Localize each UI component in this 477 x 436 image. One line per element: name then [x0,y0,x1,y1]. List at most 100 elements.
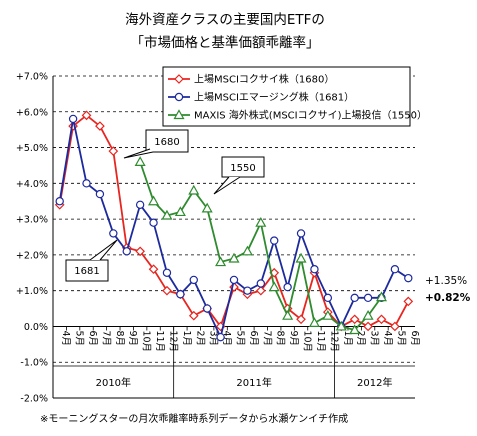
x-tick-label: 10月 [302,330,313,352]
data-point [161,209,173,220]
data-point [403,296,414,307]
y-axis: +7.0% +6.0% +5.0% +4.0% +3.0% +2.0% +1.0% 0.0% -… [16,72,415,405]
data-point [362,309,374,320]
data-point [174,74,184,84]
data-point [95,189,105,199]
data-point [349,314,360,325]
callout-1681-label: 1681 [74,266,99,277]
x-tick-label: 5月 [74,330,85,346]
data-point [68,121,78,131]
callout-1681-pointer [89,239,118,261]
data-point [308,317,320,327]
data-point [349,324,361,335]
x-tick-label: 8月 [114,330,125,346]
data-point [108,146,119,156]
chart-title-line1: 海外資産クラスの主要国内ETFの [125,12,325,28]
x-tick-label: 5月 [395,330,406,346]
data-point [390,321,400,332]
legend: 上場MSCIコクサイ株（1680） 上場MSCIエマージング株（1681） MAXI… [162,66,427,127]
x-tick-label: 6月 [409,330,420,346]
end-label-1681: +1.35% [425,275,467,287]
data-point [310,265,319,274]
y-tick-label: +1.0% [16,286,48,297]
y-tick-label: +6.0% [16,107,48,118]
data-point [270,236,279,245]
data-point [255,216,267,227]
data-point [55,197,64,206]
data-point [68,114,78,124]
data-point [95,121,105,131]
data-point [148,264,159,275]
data-point [255,285,266,296]
data-point [109,229,118,238]
year-label: 2010年 [96,376,131,389]
data-point [176,290,185,299]
x-tick-label: 12月 [167,330,178,352]
data-point [134,156,146,166]
data-point [135,200,145,209]
data-point [243,286,252,295]
callout-1550-label: 1550 [230,163,255,174]
y-tick-label: +3.0% [16,215,48,226]
data-point [282,309,294,320]
x-tick-label: 10月 [141,330,152,352]
data-point [350,293,359,303]
data-point [201,202,213,213]
data-point [363,321,373,332]
x-tick-label: 12月 [328,330,339,352]
chart-title-line2: 「市場価格と基準価額乖離率」 [131,34,320,51]
data-point [376,314,387,325]
x-tick-label: 7月 [100,330,111,346]
data-point [363,293,373,303]
data-point [216,332,225,342]
y-tick-label: +2.0% [16,250,48,261]
series-2 [134,156,388,335]
data-point [135,246,145,257]
data-point [149,218,158,227]
data-point [295,252,307,263]
x-axis: 4月 5月 6月 7月 8月 9月 10月 11月 12月 1月 2月 3月 4月 5月 6月 7月 8月 9月 1… [52,326,420,398]
data-point [241,245,253,256]
x-tick-label: 3月 [369,330,380,346]
data-point [404,273,413,283]
data-point [322,309,334,320]
x-tick-label: 3月 [208,330,219,346]
legend-label: 上場MSCIコクサイ株（1680） [194,73,334,86]
series-1 [55,114,413,342]
data-point [323,293,333,303]
end-label-1550: +0.82% [425,292,471,304]
x-tick-label: 8月 [275,330,286,346]
callout-1550-pointer [213,176,241,195]
data-point [296,314,306,325]
data-point [188,184,200,195]
data-point [256,279,266,288]
y-tick-label: -1.0% [20,358,48,369]
data-point [122,247,131,256]
data-point [375,291,388,302]
callout-1680-box [145,129,189,153]
legend-label: 上場MSCIエマージング株（1681） [194,91,354,104]
data-point [189,275,198,285]
annotation-1680: 1680 [123,129,189,159]
x-tick-label: 6月 [87,330,98,346]
x-tick-label: 7月 [261,330,272,346]
x-tick-label: 11月 [315,330,326,352]
annotation-1681: 1681 [65,239,118,282]
legend-items: 上場MSCIコクサイ株（1680） 上場MSCIエマージング株（1681） MAXI… [168,73,427,122]
year-label: 2011年 [236,376,271,389]
data-point [162,285,172,296]
series-layer [54,110,414,342]
x-tick-label: 4月 [382,330,393,346]
callout-1680-pointer [123,148,154,159]
data-point [228,252,240,263]
x-tick-label: 9月 [288,330,299,346]
data-point [215,256,227,267]
y-tick-label: -2.0% [20,394,48,405]
callout-1680-label: 1680 [154,137,179,148]
year-label: 2012年 [357,376,392,389]
x-tick-label: 4月 [60,330,71,346]
data-point [173,109,185,120]
annotation-1550: 1550 [213,156,265,195]
series-line [139,161,383,332]
